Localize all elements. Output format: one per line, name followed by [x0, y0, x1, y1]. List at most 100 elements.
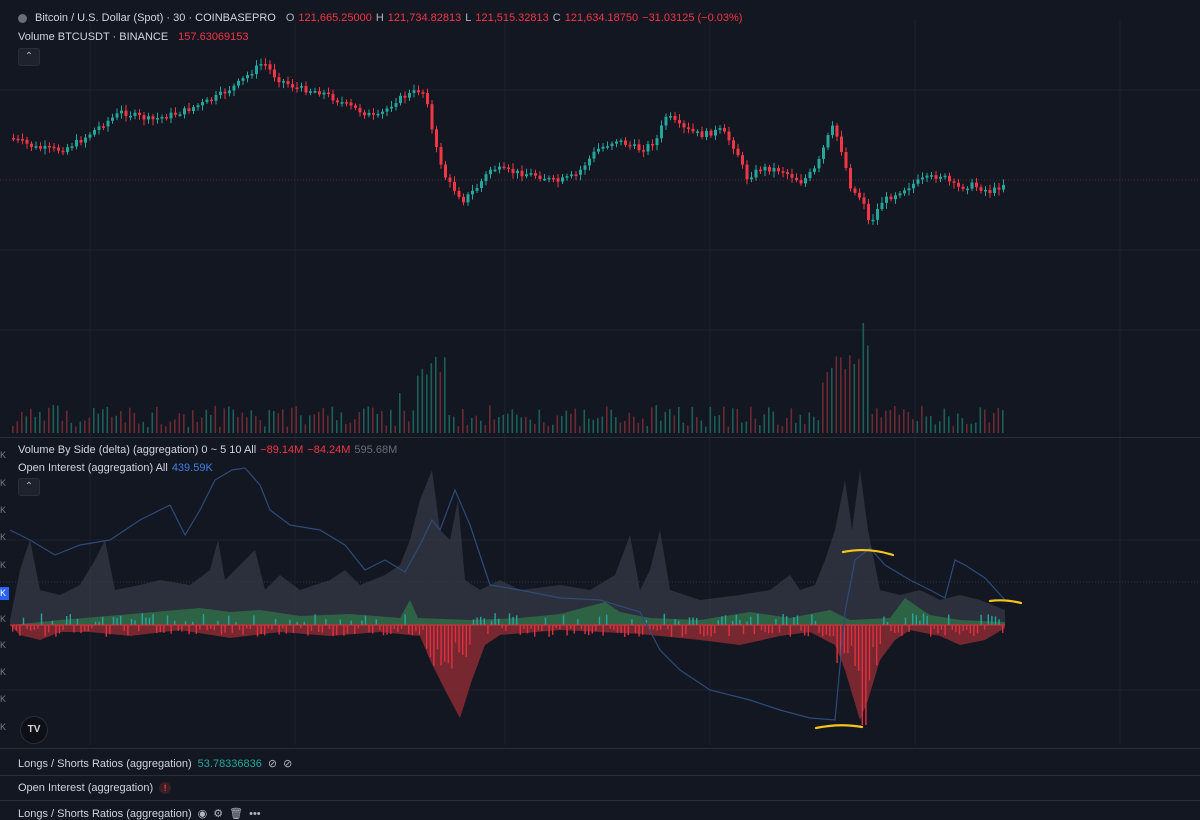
- delta-bar: [436, 625, 439, 650]
- delta-bar: [973, 625, 975, 636]
- volume-bar: [291, 407, 293, 433]
- delta-bar: [159, 625, 161, 633]
- hidden-icon[interactable]: ⊘: [283, 758, 293, 770]
- delta-bar: [494, 613, 496, 625]
- candle-body: [88, 134, 92, 138]
- volume-bar: [637, 422, 640, 433]
- warning-icon[interactable]: !: [159, 782, 172, 794]
- volume-bar: [385, 425, 388, 433]
- delta-bar: [944, 625, 946, 636]
- vbs-legend[interactable]: Volume By Side (delta) (aggregation) 0 ~…: [18, 444, 397, 456]
- delta-bar: [469, 625, 471, 645]
- collapse-legend-button[interactable]: ⌃: [18, 48, 40, 66]
- ls2-label: Longs / Shorts Ratios (aggregation): [18, 807, 192, 820]
- delta-bar: [220, 625, 223, 635]
- delta-bar: [375, 619, 377, 625]
- candle-body: [867, 203, 870, 220]
- candle-body: [592, 151, 596, 159]
- volume-bar: [862, 323, 865, 433]
- volume-bar: [813, 416, 815, 433]
- volume-bar: [79, 421, 82, 433]
- delta-bar: [573, 625, 575, 634]
- volume-bar: [25, 416, 28, 433]
- collapse-pane2-button[interactable]: ⌃: [18, 478, 40, 496]
- delta-bar: [210, 625, 212, 629]
- candle-body: [619, 140, 623, 143]
- candle-body: [66, 147, 69, 153]
- candle-body: [156, 118, 159, 120]
- candle-body: [367, 113, 371, 116]
- candle-body: [889, 196, 893, 200]
- candle-body: [538, 175, 542, 179]
- trash-icon[interactable]: 🗑: [229, 808, 244, 820]
- delta-bar: [152, 613, 154, 625]
- pane-divider[interactable]: [0, 437, 1200, 438]
- pane-divider[interactable]: [0, 800, 1200, 801]
- oi-legend[interactable]: Open Interest (aggregation) All 439.59K: [18, 462, 213, 474]
- pane-divider[interactable]: [0, 775, 1200, 776]
- delta-bar: [145, 617, 147, 625]
- delta-bar: [44, 625, 46, 637]
- volume-legend[interactable]: Volume BTCUSDT · BINANCE 157.63069153: [18, 31, 249, 43]
- delta-bar: [858, 625, 860, 672]
- candle-body: [516, 170, 519, 174]
- delta-bar: [879, 625, 881, 645]
- candle-body: [106, 120, 110, 127]
- candle-body: [444, 164, 447, 178]
- volume-bar: [282, 409, 284, 433]
- delta-bar: [757, 614, 759, 625]
- candle-body: [997, 187, 1001, 190]
- tradingview-logo[interactable]: TV: [20, 716, 48, 744]
- candle-body: [115, 113, 119, 118]
- candle-body: [484, 174, 488, 182]
- delta-bar: [292, 625, 295, 633]
- delta-bar: [678, 621, 680, 625]
- volume-bar: [759, 424, 761, 433]
- delta-bar: [73, 625, 75, 633]
- ls2-legend[interactable]: Longs / Shorts Ratios (aggregation) ◉ ⚙ …: [18, 807, 261, 820]
- delta-bar: [915, 615, 917, 625]
- volume-bar: [745, 421, 748, 433]
- delta-bar: [696, 617, 698, 625]
- bitcoin-icon: [18, 13, 27, 23]
- settings-icon[interactable]: ⚙: [213, 808, 224, 820]
- candle-body: [651, 144, 654, 146]
- candle-body: [759, 169, 762, 172]
- candle-body: [610, 143, 614, 147]
- candle-body: [907, 188, 911, 191]
- volume-bar: [777, 424, 779, 433]
- symbol-legend[interactable]: Bitcoin / U.S. Dollar (Spot) · 30 · COIN…: [18, 12, 742, 24]
- candle-body: [912, 183, 915, 189]
- volume-bar: [120, 410, 122, 433]
- pane-divider[interactable]: [0, 748, 1200, 749]
- candle-body: [831, 125, 834, 136]
- oi2-legend[interactable]: Open Interest (aggregation) !: [18, 782, 172, 794]
- delta-bar: [472, 619, 475, 625]
- vbs-value-1: −89.14M: [260, 444, 304, 456]
- volume-bar: [921, 405, 923, 433]
- delta-bar: [364, 615, 367, 625]
- more-icon[interactable]: •••: [249, 807, 261, 820]
- eye-icon[interactable]: ◉: [197, 808, 208, 820]
- delta-bar: [717, 620, 719, 625]
- hidden-icon[interactable]: ⊘: [267, 758, 278, 770]
- volume-bar: [489, 405, 491, 433]
- symbol-title: Bitcoin / U.S. Dollar (Spot) · 30 · COIN…: [35, 12, 276, 24]
- delta-bar: [764, 625, 766, 633]
- delta-bar: [930, 625, 932, 637]
- volume-bar: [601, 416, 604, 433]
- ls-ratio-legend[interactable]: Longs / Shorts Ratios (aggregation) 53.7…: [18, 757, 293, 771]
- vbs-label: Volume By Side (delta) (aggregation) 0 ~…: [18, 444, 257, 456]
- volume-bar: [124, 422, 127, 433]
- volume-bar: [16, 421, 19, 433]
- volume-bar: [183, 414, 185, 433]
- delta-bar: [955, 625, 957, 632]
- volume-bar: [925, 416, 928, 433]
- candle-body: [147, 116, 150, 120]
- candle-body: [691, 128, 695, 132]
- candle-body: [16, 138, 20, 141]
- delta-bar: [37, 625, 39, 629]
- ohlc-low-label: L: [465, 12, 472, 24]
- volume-bar: [633, 416, 635, 433]
